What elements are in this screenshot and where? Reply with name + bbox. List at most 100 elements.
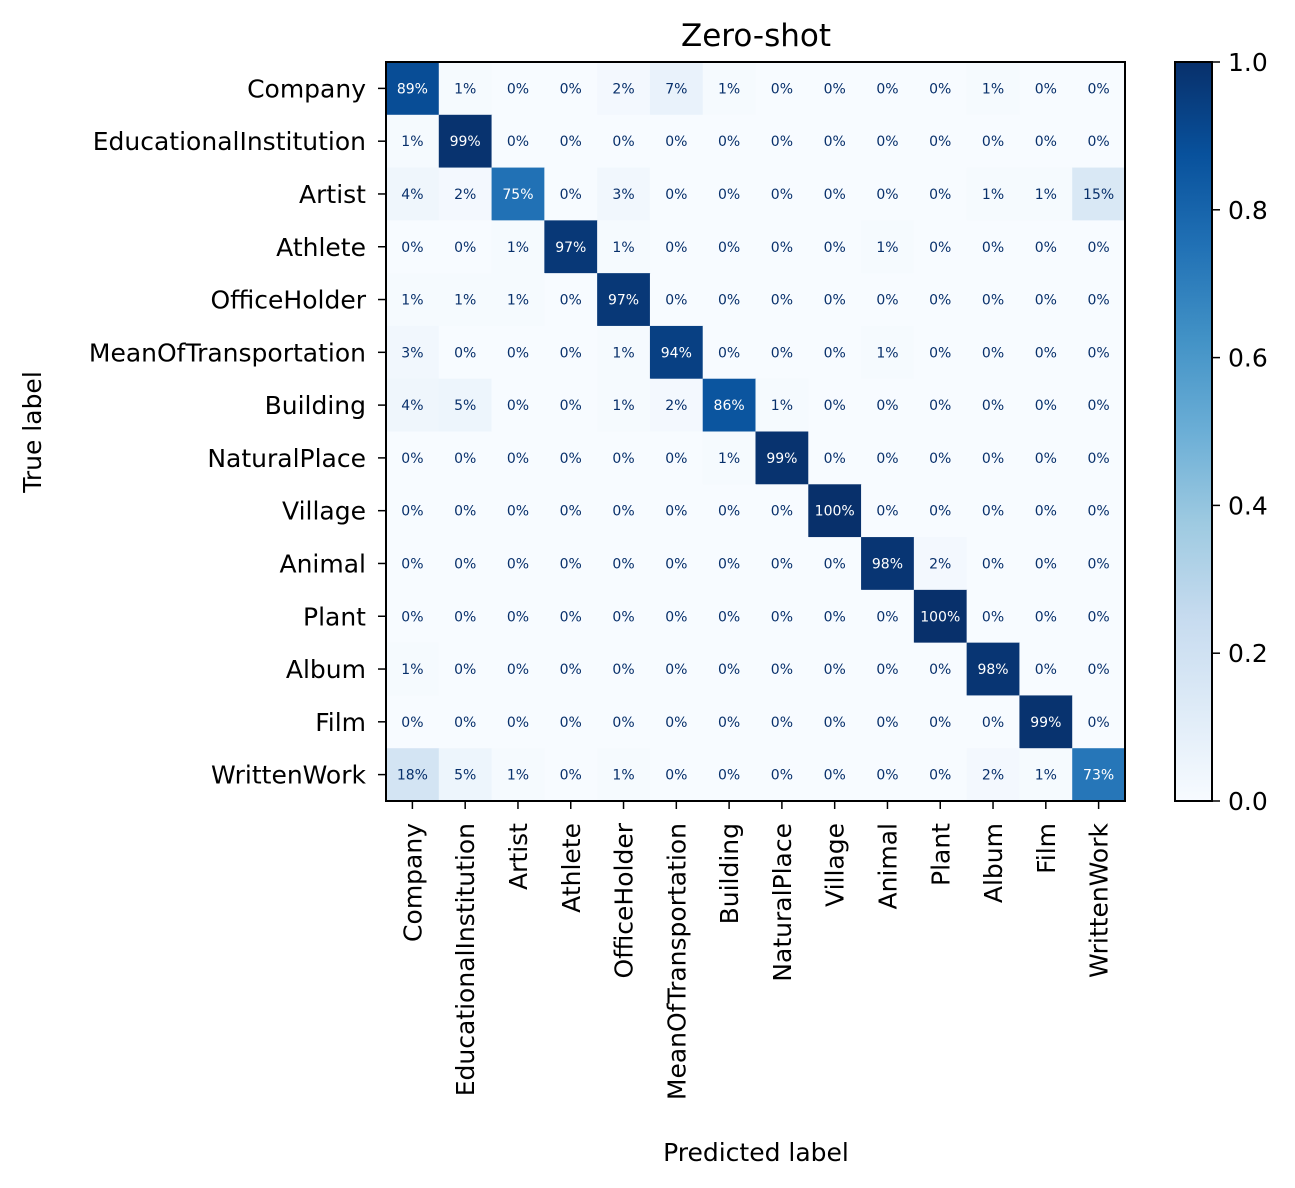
cell-value-label: 1% [612,768,634,784]
cell-value-label: 0% [454,451,476,467]
colorbar-tick-label: 1.0 [1228,48,1268,77]
heatmap-cell [913,167,968,221]
colorbar-tick-label: 0.4 [1228,491,1268,520]
colorbar-tick-label: 0.6 [1228,344,1268,373]
heatmap-cell [386,114,440,169]
x-axis-label: Predicted label [663,1138,849,1167]
heatmap-cell [913,695,968,749]
heatmap-cell [438,273,493,327]
cell-value-label: 0% [929,451,951,467]
heatmap-cell [649,537,704,591]
cell-value-label: 0% [771,81,793,97]
heatmap-cell [491,484,545,538]
cell-value-label: 0% [454,662,476,678]
heatmap-cell [702,114,757,169]
heatmap-cell [702,484,757,538]
heatmap-cell [386,378,440,433]
heatmap-cell [702,695,757,749]
cell-value-label: 0% [876,81,898,97]
heatmap-cell [649,325,704,380]
heatmap-cell [966,325,1021,380]
heatmap-cell [597,325,651,380]
cell-value-label: 0% [612,451,634,467]
cell-value-label: 0% [876,134,898,150]
heatmap-cell [597,273,651,327]
cell-value-label: 0% [771,662,793,678]
cell-value-label: 0% [876,609,898,625]
cell-value-label: 4% [401,398,423,414]
x-tick-label: NaturalPlace [768,823,797,982]
cell-value-label: 0% [771,504,793,520]
heatmap-cell [755,114,809,169]
cell-value-label: 0% [982,293,1004,309]
x-axis-ticks: Company EducationalInstitution Artist Athle… [398,801,1114,1100]
cell-value-label: 0% [454,345,476,361]
heatmap-cell [1072,220,1126,274]
x-tick-label: Village [821,823,850,907]
heatmap-cell [544,537,598,591]
cell-value-label: 0% [929,662,951,678]
heatmap-cell [702,589,757,644]
cell-value-label: 0% [665,504,687,520]
cell-value-label: 0% [929,715,951,731]
heatmap-cell [386,695,440,749]
cell-value-label: 0% [718,662,740,678]
cell-value-label: 0% [824,609,846,625]
cell-value-label: 0% [876,451,898,467]
colorbar-tick-label: 0.8 [1228,196,1268,225]
heatmap-cell [966,167,1021,221]
heatmap-cell [913,642,968,697]
cell-value-label: 0% [665,662,687,678]
cell-value-label: 2% [612,81,634,97]
cell-value-label: 0% [876,187,898,203]
cell-value-label: 0% [507,609,529,625]
cell-value-label: 0% [665,715,687,731]
cell-value-label: 0% [560,187,582,203]
cell-value-label: 0% [982,609,1004,625]
cell-value-label: 0% [824,81,846,97]
heatmap-cell [597,62,651,116]
cell-value-label: 0% [929,768,951,784]
cell-value-label: 0% [401,609,423,625]
heatmap-cell [544,589,598,644]
y-tick-label: NaturalPlace [207,444,366,473]
heatmap-cell [702,167,757,221]
cell-value-label: 0% [1087,609,1109,625]
cell-value-label: 1% [612,398,634,414]
heatmap-cell [702,378,757,433]
cell-value-label: 0% [876,662,898,678]
cell-value-label: 0% [718,134,740,150]
heatmap-cell [913,537,968,591]
heatmap-cell [438,114,493,169]
heatmap-cell [808,273,862,327]
cell-value-label: 1% [401,662,423,678]
cell-value-label: 5% [454,398,476,414]
cell-value-label: 0% [824,662,846,678]
x-tick-label: OfficeHolder [610,822,639,978]
cell-value-label: 1% [454,81,476,97]
heatmap-cell [861,484,915,538]
cell-value-label: 0% [929,81,951,97]
heatmap-cell [438,62,493,116]
cell-value-label: 0% [401,556,423,572]
cell-value-label: 99% [450,134,481,150]
cell-value-label: 2% [929,556,951,572]
cell-value-label: 0% [1087,451,1109,467]
cell-value-label: 0% [771,240,793,256]
heatmap-cell [597,114,651,169]
cell-value-label: 0% [454,556,476,572]
colorbar-tick-label: 0.2 [1228,639,1268,668]
heatmap-cell [597,378,651,433]
colorbar-ticks: 0.0 0.2 0.4 0.6 0.8 1.0 [1212,48,1268,816]
colorbar-tick-label: 0.0 [1228,787,1268,816]
heatmap-cell [808,695,862,749]
cell-value-label: 0% [507,715,529,731]
heatmap-cell [544,378,598,433]
cell-value-label: 0% [612,504,634,520]
cell-value-label: 0% [1035,345,1057,361]
cell-value-label: 5% [454,768,476,784]
cell-value-label: 0% [771,187,793,203]
cell-value-label: 0% [1035,504,1057,520]
heatmap-cell [702,748,757,802]
cell-value-label: 73% [1083,768,1114,784]
